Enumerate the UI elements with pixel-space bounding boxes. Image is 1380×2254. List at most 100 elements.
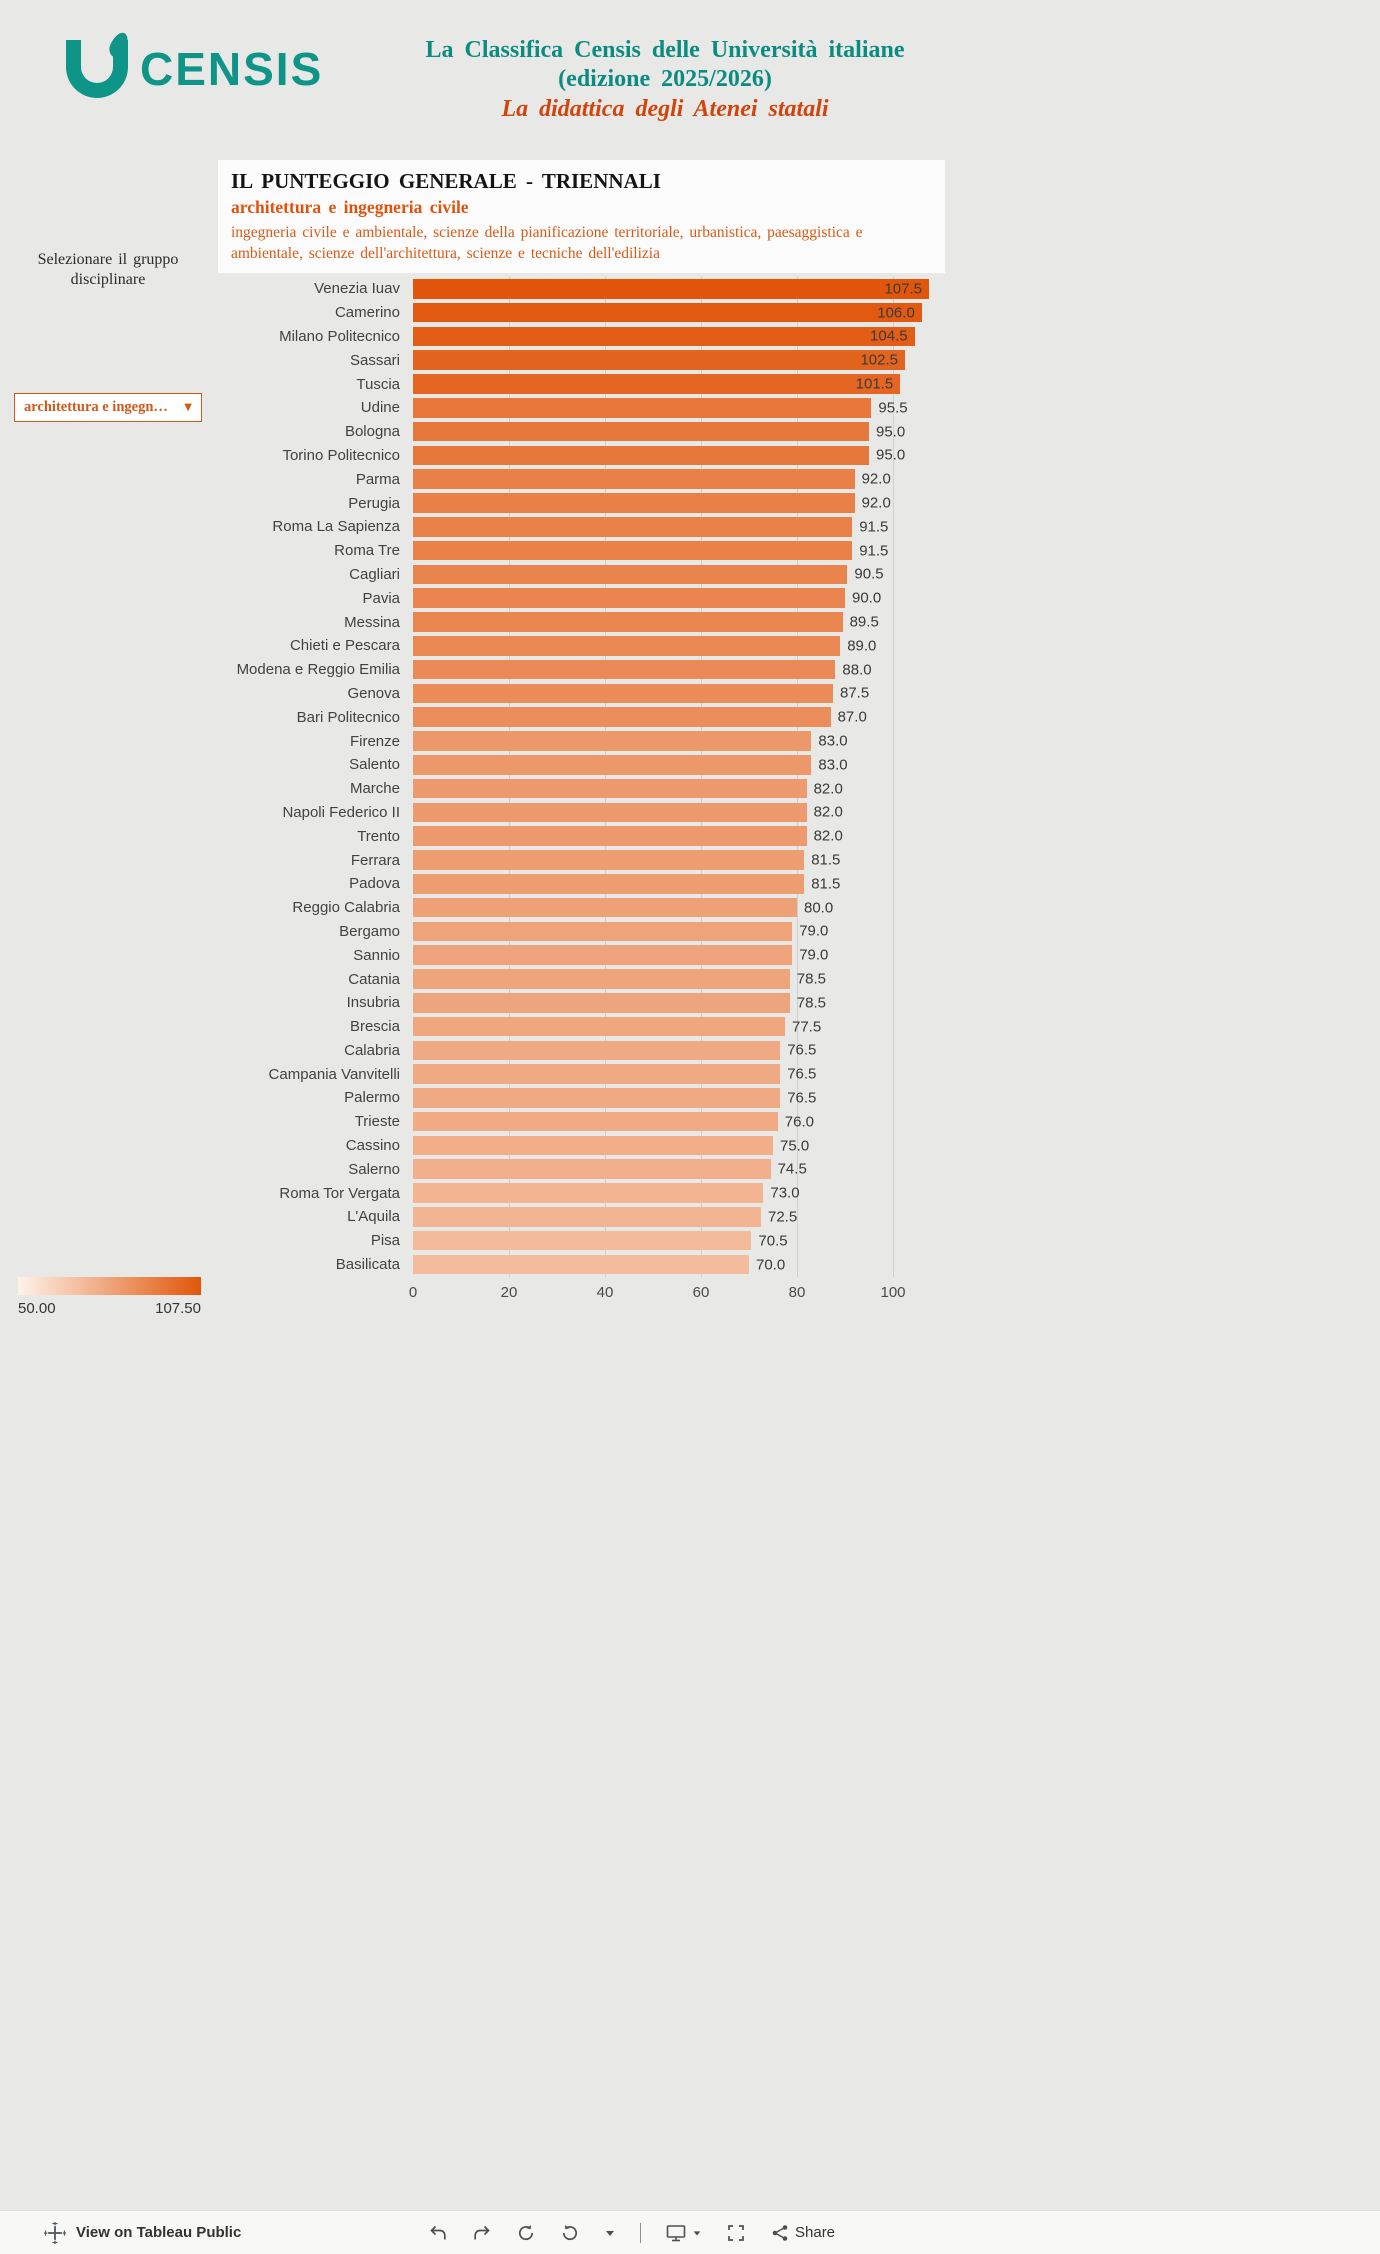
category-label: Salerno xyxy=(348,1160,400,1178)
category-label: Palermo xyxy=(344,1089,400,1107)
bar[interactable] xyxy=(413,1088,781,1108)
device-layout-button[interactable] xyxy=(665,2223,702,2243)
axis-tick-label: 60 xyxy=(692,1284,710,1302)
discipline-dropdown[interactable]: architettura e ingegn… ▼ xyxy=(14,393,202,422)
bar[interactable] xyxy=(413,279,929,299)
value-label: 70.5 xyxy=(758,1232,788,1250)
bar[interactable] xyxy=(413,564,848,585)
view-on-tableau-link[interactable]: View on Tableau Public xyxy=(44,2211,241,2254)
pause-updates-button[interactable] xyxy=(604,2227,616,2239)
bar[interactable] xyxy=(413,707,831,727)
axis-tick-label: 20 xyxy=(500,1284,518,1302)
bar[interactable] xyxy=(413,302,922,323)
bar[interactable] xyxy=(413,445,869,466)
category-label: Messina xyxy=(344,613,400,631)
reset-icon xyxy=(518,2224,534,2240)
bar[interactable] xyxy=(413,421,869,442)
value-label: 90.0 xyxy=(852,589,882,607)
value-label: 76.5 xyxy=(787,1041,817,1059)
category-label: Pisa xyxy=(370,1232,400,1250)
bar[interactable] xyxy=(413,850,805,870)
bar[interactable] xyxy=(413,1254,749,1275)
bar[interactable] xyxy=(413,754,812,775)
value-label: 101.5 xyxy=(855,375,894,393)
bar[interactable] xyxy=(413,731,812,751)
bar[interactable] xyxy=(413,992,790,1013)
value-label: 76.5 xyxy=(787,1089,817,1107)
value-label: 81.5 xyxy=(811,875,841,893)
bar[interactable] xyxy=(413,350,905,370)
value-label: 78.5 xyxy=(796,994,826,1012)
bar[interactable] xyxy=(413,493,855,513)
bar[interactable] xyxy=(413,945,793,965)
axis-tick-label: 100 xyxy=(880,1284,906,1302)
category-label: Napoli Federico II xyxy=(282,803,400,821)
category-label: Bergamo xyxy=(339,922,400,940)
category-label: Modena e Reggio Emilia xyxy=(236,661,400,679)
value-label: 73.0 xyxy=(770,1184,800,1202)
redo-button[interactable] xyxy=(472,2223,492,2243)
censis-logo-mark-icon xyxy=(66,29,132,98)
bar[interactable] xyxy=(413,921,793,942)
category-label: Firenze xyxy=(349,732,400,750)
chart-row: Calabria 76.5 xyxy=(0,1039,960,1063)
bar[interactable] xyxy=(413,1135,773,1156)
bar[interactable] xyxy=(413,1064,781,1084)
chart-row: Messina 89.5 xyxy=(0,610,960,634)
category-label: Sassari xyxy=(349,351,400,369)
bar[interactable] xyxy=(413,397,872,418)
bar[interactable] xyxy=(413,1159,771,1180)
category-label: Roma Tor Vergata xyxy=(279,1184,400,1202)
chart-row: Sassari 102.5 xyxy=(0,348,960,372)
category-label: Udine xyxy=(360,399,400,417)
reset-button[interactable] xyxy=(516,2223,536,2243)
bar[interactable] xyxy=(413,897,797,918)
redo-icon xyxy=(474,2225,490,2239)
bar[interactable] xyxy=(413,826,807,846)
chart-row: Roma Tre 91.5 xyxy=(0,539,960,563)
bar[interactable] xyxy=(413,1207,761,1227)
bar[interactable] xyxy=(413,1016,785,1037)
chart-row: Genova 87.5 xyxy=(0,682,960,706)
toolbar-divider xyxy=(640,2222,641,2243)
value-label: 104.5 xyxy=(870,327,908,345)
bar[interactable] xyxy=(413,873,805,894)
chart-row: Insubria 78.5 xyxy=(0,991,960,1015)
bar[interactable] xyxy=(413,540,853,561)
refresh-icon xyxy=(562,2224,578,2240)
report-title-block: La Classifica Censis delle Università it… xyxy=(370,36,960,124)
bar[interactable] xyxy=(413,635,841,656)
bar[interactable] xyxy=(413,469,855,489)
bar[interactable] xyxy=(413,612,843,632)
bar[interactable] xyxy=(413,326,915,347)
refresh-button[interactable] xyxy=(560,2223,580,2243)
value-label: 88.0 xyxy=(842,661,872,679)
bar[interactable] xyxy=(413,1230,752,1251)
value-label: 91.5 xyxy=(859,542,889,560)
value-label: 82.0 xyxy=(813,827,843,845)
bar[interactable] xyxy=(413,778,807,799)
bar[interactable] xyxy=(413,1183,764,1203)
share-button[interactable]: Share xyxy=(770,2223,835,2243)
bar[interactable] xyxy=(413,802,807,823)
chart-row: Trento 82.0 xyxy=(0,824,960,848)
value-label: 79.0 xyxy=(799,946,829,964)
category-label: Sannio xyxy=(353,946,400,964)
value-label: 89.0 xyxy=(847,637,877,655)
view-on-tableau-label: View on Tableau Public xyxy=(76,2224,242,2241)
bar[interactable] xyxy=(413,516,853,537)
value-label: 76.0 xyxy=(784,1113,814,1131)
bar[interactable] xyxy=(413,374,901,394)
fullscreen-button[interactable] xyxy=(726,2223,746,2243)
bar[interactable] xyxy=(413,588,845,608)
bar[interactable] xyxy=(413,1040,781,1061)
legend-min-label: 50.00 xyxy=(18,1300,56,1317)
chart-row: Ferrara 81.5 xyxy=(0,848,960,872)
chart-row: Catania 78.5 xyxy=(0,967,960,991)
undo-button[interactable] xyxy=(428,2223,448,2243)
bar[interactable] xyxy=(413,1111,778,1132)
bar[interactable] xyxy=(413,683,833,704)
chart-row: Venezia Iuav 107.5 xyxy=(0,277,960,301)
bar[interactable] xyxy=(413,969,790,989)
bar[interactable] xyxy=(413,659,836,680)
